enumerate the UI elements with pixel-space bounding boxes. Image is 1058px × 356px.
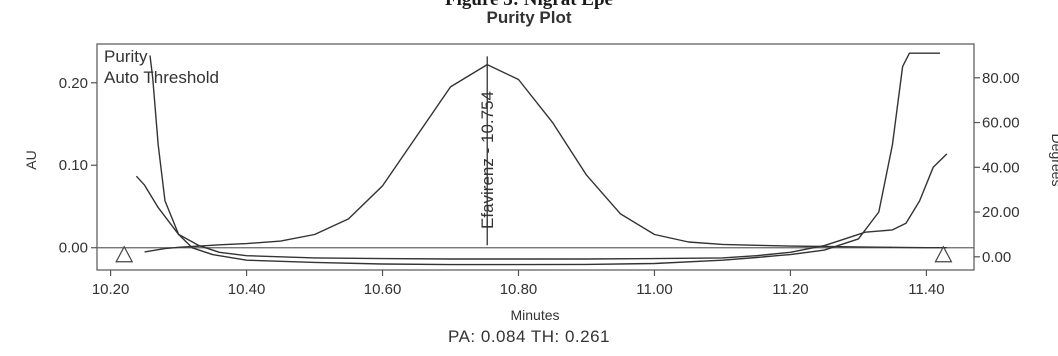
y2-tick-label: 60.00: [982, 115, 1020, 132]
purity-angle-line: [149, 52, 940, 266]
x-tick-label: 10.60: [364, 281, 402, 298]
x-tick-label: 10.20: [92, 281, 130, 298]
y-tick-label: 0.10: [59, 157, 88, 174]
y2-tick-label: 20.00: [982, 204, 1020, 221]
integration-triangle-icon: [115, 245, 134, 263]
legend-auto-threshold: Auto Threshold: [104, 68, 219, 87]
integration-triangle-icon: [934, 245, 953, 263]
x-axis-label: Minutes: [510, 307, 559, 323]
x-tick-label: 11.40: [908, 281, 944, 298]
auto-threshold-line: [135, 153, 948, 260]
y2-tick-label: 0.00: [982, 249, 1011, 266]
chromatogram-line: [144, 63, 947, 253]
y2-tick-label: 40.00: [982, 159, 1020, 176]
y-tick-label: 0.00: [59, 240, 88, 257]
x-tick-label: 11.00: [636, 281, 672, 298]
legend-purity: Purity: [104, 47, 148, 66]
plot-frame: [96, 43, 975, 271]
y-axis-label: AU: [23, 150, 39, 169]
x-tick-label: 11.20: [772, 281, 808, 298]
peak-annotation-label: Efavirenz - 10.754: [478, 91, 497, 229]
y2-axis-label: Degrees: [1049, 134, 1058, 187]
x-tick-label: 10.80: [500, 281, 538, 298]
chart-title: Purity Plot: [486, 8, 572, 27]
x-tick-label: 10.40: [228, 281, 266, 298]
pa-th-readout: PA: 0.084 TH: 0.261: [448, 327, 610, 346]
y-tick-label: 0.20: [59, 75, 88, 92]
y2-tick-label: 80.00: [982, 70, 1020, 87]
figure-heading: Figure 3: Nigrat Epe: [0, 0, 1058, 9]
